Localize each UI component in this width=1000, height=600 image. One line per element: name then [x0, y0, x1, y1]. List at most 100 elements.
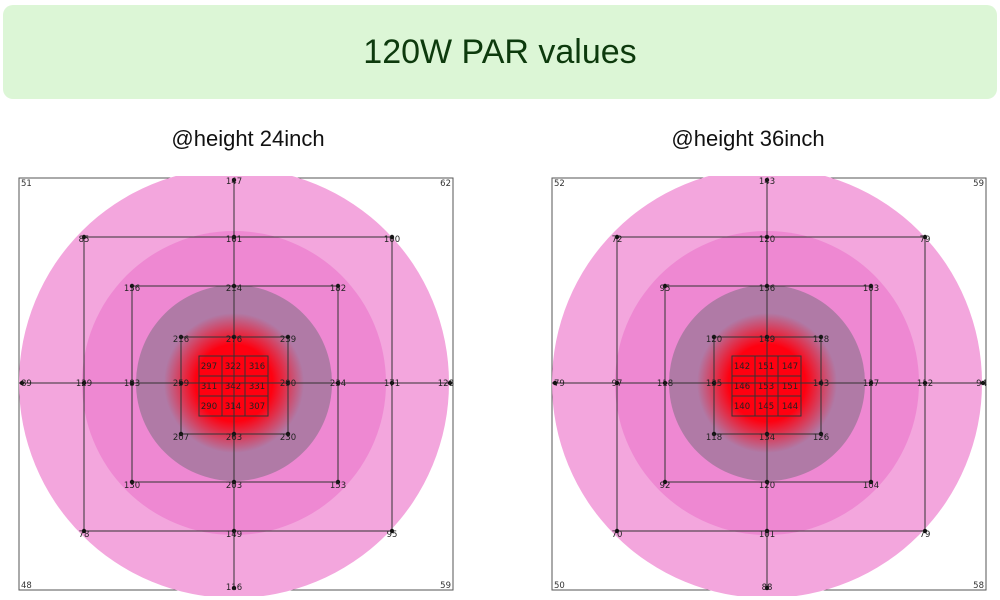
- measure-point: [81, 528, 87, 534]
- measure-point: [231, 479, 237, 485]
- measure-point: [335, 283, 341, 289]
- value-label: 94: [976, 379, 987, 389]
- measure-point: [178, 380, 184, 386]
- measure-point: [922, 234, 928, 240]
- value-label: 183: [124, 379, 140, 389]
- value-label: 230: [280, 433, 296, 443]
- value-label: 127: [863, 379, 879, 389]
- measure-point: [922, 380, 928, 386]
- value-label: 153: [758, 382, 774, 392]
- value-label: 104: [863, 481, 879, 491]
- value-label: 79: [920, 530, 931, 540]
- measure-point: [231, 528, 237, 534]
- measure-point: [231, 585, 237, 591]
- value-label: 239: [280, 335, 296, 345]
- par-map-24inch: 147 116 89 128 85 161 100 129 171 78 149 95 136 214 18…: [18, 176, 454, 596]
- value-label: 103: [863, 284, 879, 294]
- measure-point: [818, 334, 824, 340]
- measure-point: [868, 283, 874, 289]
- measure-point: [231, 283, 237, 289]
- corner-value: 50: [554, 581, 565, 591]
- measure-point: [764, 431, 770, 437]
- value-label: 95: [660, 284, 671, 294]
- panel-heading-36inch: @height 36inch: [671, 126, 825, 151]
- measure-point: [764, 177, 770, 183]
- value-label: 144: [782, 402, 798, 412]
- measure-point: [614, 234, 620, 240]
- value-label: 143: [759, 177, 775, 187]
- value-label: 130: [124, 481, 140, 491]
- value-label: 100: [384, 235, 400, 245]
- inner-square: [198, 355, 269, 417]
- measure-point: [285, 431, 291, 437]
- measure-point: [662, 380, 668, 386]
- measure-point: [335, 479, 341, 485]
- measure-point: [818, 380, 824, 386]
- measure-point: [389, 380, 395, 386]
- value-label: 290: [201, 402, 217, 412]
- value-label: 120: [759, 481, 775, 491]
- corner-value: 52: [554, 179, 565, 189]
- measure-point: [19, 380, 25, 386]
- value-label: 203: [226, 481, 242, 491]
- value-label: 316: [249, 362, 265, 372]
- value-label: 182: [330, 284, 346, 294]
- measure-point: [764, 479, 770, 485]
- measure-point: [285, 334, 291, 340]
- inner-square: [731, 355, 802, 417]
- measure-point: [868, 479, 874, 485]
- value-label: 128: [438, 379, 454, 389]
- value-label: 85: [79, 235, 90, 245]
- value-label: 140: [734, 402, 750, 412]
- value-label: 311: [201, 382, 217, 392]
- value-label: 142: [734, 362, 750, 372]
- value-label: 151: [782, 382, 798, 392]
- measure-point: [980, 380, 986, 386]
- measure-point: [764, 528, 770, 534]
- value-label: 207: [173, 433, 189, 443]
- value-label: 161: [226, 235, 242, 245]
- value-label: 151: [758, 362, 774, 372]
- measure-point: [662, 283, 668, 289]
- value-label: 95: [387, 530, 398, 540]
- page-title: 120W PAR values: [363, 32, 637, 71]
- value-label: 129: [76, 379, 92, 389]
- measure-point: [711, 334, 717, 340]
- value-label: 147: [226, 177, 242, 187]
- measure-point: [614, 380, 620, 386]
- measure-point: [129, 479, 135, 485]
- value-label: 147: [782, 362, 798, 372]
- measure-point: [285, 380, 291, 386]
- measure-point: [764, 585, 770, 591]
- measure-point: [231, 334, 237, 340]
- value-label: 322: [225, 362, 241, 372]
- value-label: 72: [612, 235, 623, 245]
- value-label: 259: [173, 379, 189, 389]
- value-label: 276: [226, 335, 242, 345]
- value-label: 331: [249, 382, 265, 392]
- value-label: 79: [554, 379, 565, 389]
- measure-point: [922, 528, 928, 534]
- measure-point: [231, 177, 237, 183]
- value-label: 116: [226, 583, 242, 593]
- measure-point: [614, 528, 620, 534]
- value-label: 234: [330, 379, 346, 389]
- value-label: 143: [813, 379, 829, 389]
- value-label: 118: [657, 379, 673, 389]
- corner-value: 48: [21, 581, 32, 591]
- measure-point: [389, 528, 395, 534]
- value-label: 146: [734, 382, 750, 392]
- measure-point: [764, 283, 770, 289]
- measure-point: [231, 234, 237, 240]
- value-label: 136: [759, 284, 775, 294]
- measure-point: [129, 283, 135, 289]
- measure-point: [178, 334, 184, 340]
- value-label: 134: [759, 433, 775, 443]
- measure-point: [764, 334, 770, 340]
- par-map-36inch: 143 88 79 94 72 120 79 97 112 70 101 79 95 136 103 118 1…: [551, 176, 987, 596]
- value-label: 314: [225, 402, 241, 412]
- value-label: 171: [384, 379, 400, 389]
- corner-value: 59: [973, 179, 984, 189]
- value-label: 120: [759, 235, 775, 245]
- measure-point: [231, 431, 237, 437]
